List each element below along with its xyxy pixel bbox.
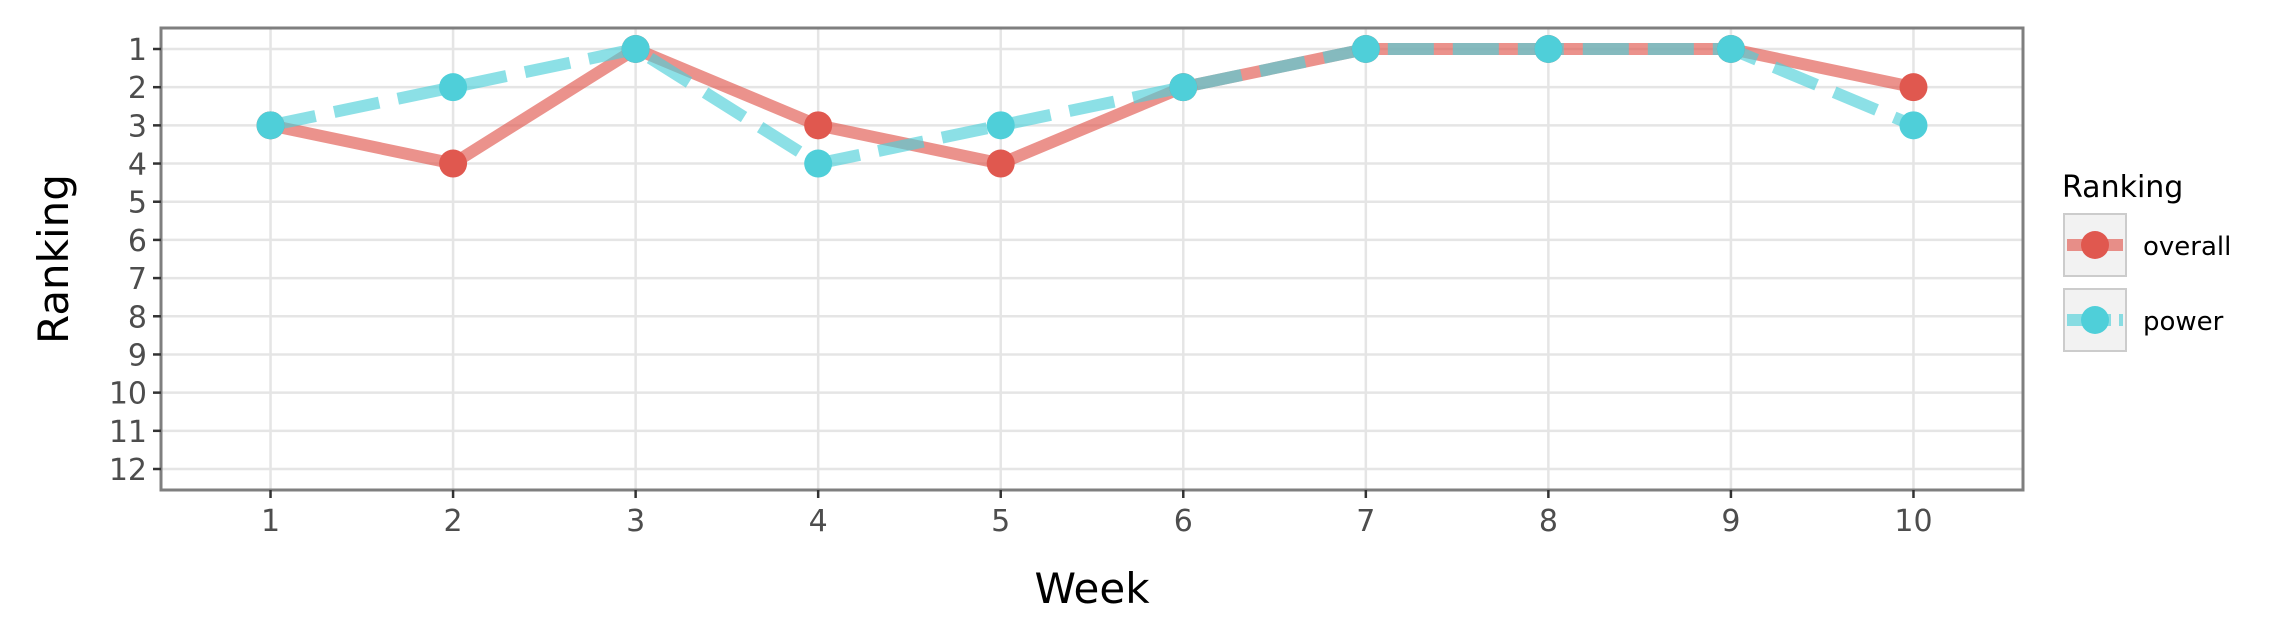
data-point-overall [439,149,468,178]
y-tick-label: 8 [128,300,147,335]
legend-label-power: power [2143,307,2224,337]
y-axis-title: Ranking [29,174,78,344]
series-lines [269,43,1916,170]
data-point-power [804,149,833,178]
data-point-power [621,35,650,63]
legend-key-power [2063,288,2127,352]
y-tick-label: 2 [128,71,147,106]
legend-label-overall: overall [2143,232,2231,262]
x-axis-title: Week [1034,564,1150,613]
series-points [256,35,1928,178]
y-tick-label: 5 [128,186,147,221]
legend-point-power [2081,306,2109,334]
x-tick-label: 1 [261,504,280,539]
x-tick-label: 8 [1539,504,1558,539]
data-point-overall [804,111,833,140]
data-point-power [1169,73,1198,102]
x-axis-ticks: 1 2 3 4 5 6 7 8 9 10 [261,490,1933,539]
x-tick-label: 10 [1894,504,1932,539]
y-tick-label: 7 [128,262,147,297]
data-point-power [439,73,468,102]
data-point-power [1351,35,1380,63]
data-point-power [1899,111,1928,140]
plot-panel-border [159,26,2025,492]
x-tick-label: 6 [1174,504,1193,539]
series-line-power [269,43,1916,170]
y-tick-label: 11 [109,415,147,450]
data-point-overall [986,149,1015,178]
y-tick-label: 6 [128,224,147,259]
x-tick-label: 2 [444,504,463,539]
y-tick-label: 10 [109,377,147,412]
legend-title: Ranking [2062,170,2183,205]
data-point-power [986,111,1015,140]
data-point-power [256,111,285,140]
x-tick-label: 9 [1721,504,1740,539]
legend-point-overall [2081,231,2109,259]
legend: Ranking overall power [2062,170,2231,352]
y-tick-label: 12 [109,453,147,488]
x-tick-label: 5 [991,504,1010,539]
data-point-power [1716,35,1745,63]
y-tick-label: 4 [128,148,147,183]
x-tick-label: 7 [1356,504,1375,539]
data-point-overall [1899,73,1928,102]
x-tick-label: 4 [809,504,828,539]
x-tick-label: 3 [626,504,645,539]
y-tick-label: 1 [128,33,147,68]
series-line-overall [269,43,1915,170]
data-point-power [1534,35,1563,63]
y-tick-label: 3 [128,109,147,144]
y-tick-label: 9 [128,338,147,373]
